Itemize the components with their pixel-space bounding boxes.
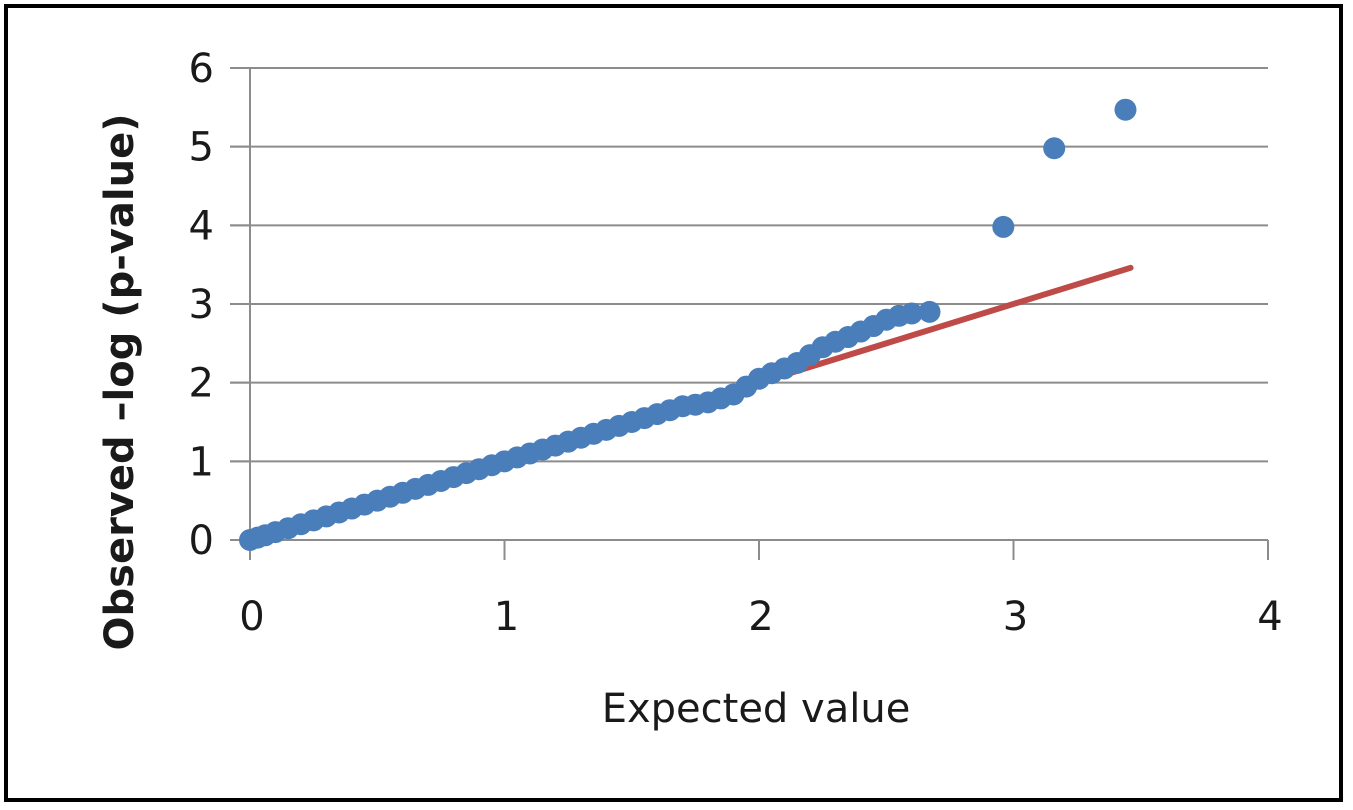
- x-tick-label: 3: [1003, 594, 1028, 640]
- data-point: [918, 300, 941, 323]
- reference-line: [768, 264, 1134, 382]
- y-tick-labels: 0 1 2 3 4 5 6: [189, 46, 214, 564]
- scatter-points: [239, 98, 1137, 551]
- data-point: [992, 215, 1015, 238]
- data-point: [1114, 98, 1137, 121]
- y-tick-label: 4: [189, 203, 214, 249]
- y-tick-label: 1: [189, 439, 214, 485]
- axes: [230, 67, 1269, 560]
- x-tick-label: 0: [239, 594, 264, 640]
- y-tick-label: 6: [189, 46, 214, 92]
- reference-line-series: [768, 264, 1134, 382]
- y-tick-label: 5: [189, 125, 214, 171]
- y-tick-label: 3: [189, 282, 214, 328]
- data-point: [1043, 137, 1066, 160]
- y-tick-label: 2: [189, 361, 214, 407]
- y-axis-title: Observed –log (p-value): [97, 114, 143, 651]
- x-tick-label: 2: [748, 594, 773, 640]
- data-point: [900, 302, 923, 325]
- x-tick-labels: 0 1 2 3 4: [239, 594, 1282, 640]
- x-axis-title: Expected value: [602, 686, 911, 732]
- x-tick-label: 4: [1257, 594, 1282, 640]
- y-tick-label: 0: [189, 518, 214, 564]
- x-tick-label: 1: [494, 594, 519, 640]
- gridlines: [230, 67, 1268, 463]
